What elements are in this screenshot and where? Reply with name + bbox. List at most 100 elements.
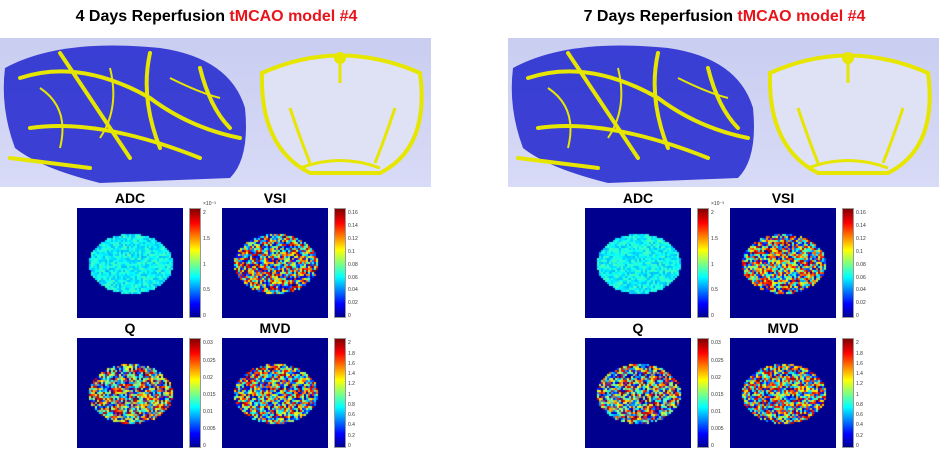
tick-label: 0.8 [348,401,355,408]
adc-colorbar-ticks: 0 0.5 1 1.5 2 ×10⁻³ [203,201,223,319]
tick-label: 0.16 [856,210,866,217]
tick-label: 0.015 [711,391,724,398]
tick-label: 1.8 [348,350,355,357]
tick-label: 1 [711,261,714,268]
vsi-map [730,208,836,318]
vsi-label: VSI [771,190,795,206]
mvd-colorbar [334,338,346,448]
tick-label: 1 [856,391,859,398]
tick-label: 0 [711,313,714,319]
mvd-label: MVD [259,320,291,336]
tick-label: 2 [856,340,859,347]
tick-label: 1.4 [856,371,863,378]
tick-label: 1.6 [856,360,863,367]
exponent-label: ×10⁻³ [203,201,216,207]
tick-label: 0.1 [348,248,355,255]
tick-label: 0 [203,443,206,449]
mvd-map [222,338,328,448]
tick-label: 0.01 [203,408,213,415]
adc-colorbar-ticks: 0 0.5 1 1.5 2 ×10⁻³ [711,201,731,319]
tick-label: 1.4 [348,371,355,378]
q-map [585,338,691,448]
tick-label: 0.03 [203,340,213,347]
tick-label: 0.16 [348,210,358,217]
vsi-colorbar-ticks: 0 0.02 0.04 0.06 0.08 0.1 0.12 0.14 0.16 [348,208,368,319]
vsi-colorbar [334,208,346,318]
tick-label: 1 [203,261,206,268]
mvd-colorbar-ticks: 0 0.2 0.4 0.6 0.8 1 1.2 1.4 1.6 1.8 2 [856,338,876,449]
tick-label: 0.025 [711,357,724,364]
tick-label: 0 [856,443,859,449]
tick-label: 0.02 [203,374,213,381]
tick-label: 0.03 [711,340,721,347]
panel-title: 7 Days Reperfusion tMCAO model #4 [508,8,941,26]
tick-label: 0.8 [856,401,863,408]
tick-label: 1.6 [348,360,355,367]
tick-label: 0.6 [348,412,355,419]
title-model: tMCAO model #4 [229,8,358,25]
tick-label: 1.2 [348,381,355,388]
vascular-3d-render [0,38,431,187]
tick-label: 1.5 [711,236,718,243]
tick-label: 0.015 [203,391,216,398]
adc-label: ADC [114,190,146,206]
tick-label: 0.01 [711,408,721,415]
q-label: Q [124,320,136,336]
mvd-map [730,338,836,448]
tick-label: 1.5 [203,236,210,243]
tick-label: 0.14 [856,223,866,230]
tick-label: 0.4 [856,422,863,429]
tick-label: 0.02 [348,300,358,307]
tick-label: 0.2 [856,432,863,439]
brain-vessel-image [3,45,424,183]
tick-label: 0.12 [348,236,358,243]
q-colorbar [189,338,201,448]
vsi-colorbar [842,208,854,318]
tick-label: 0.02 [856,300,866,307]
panel-title: 4 Days Reperfusion tMCAO model #4 [0,8,433,26]
title-model: tMCAO model #4 [737,8,866,25]
adc-map [77,208,183,318]
vsi-label: VSI [263,190,287,206]
tick-label: 0 [348,313,351,319]
q-colorbar-ticks: 0 0.005 0.01 0.015 0.02 0.025 0.03 [711,338,731,449]
tick-label: 0.5 [711,287,718,294]
tick-label: 2 [711,210,714,217]
tick-label: 2 [348,340,351,347]
title-timepoint: 4 Days Reperfusion [75,8,230,25]
tick-label: 0.025 [203,357,216,364]
tick-label: 0.1 [856,248,863,255]
q-colorbar-ticks: 0 0.005 0.01 0.015 0.02 0.025 0.03 [203,338,223,449]
tick-label: 1.8 [856,350,863,357]
tick-label: 0.6 [856,412,863,419]
adc-map [585,208,691,318]
mvd-label: MVD [767,320,799,336]
tick-label: 1.2 [856,381,863,388]
q-label: Q [632,320,644,336]
tick-label: 0.08 [348,261,358,268]
adc-colorbar [189,208,201,318]
tick-label: 0.5 [203,287,210,294]
tick-label: 0 [711,443,714,449]
tick-label: 0.06 [856,274,866,281]
tick-label: 0.06 [348,274,358,281]
tick-label: 0.4 [348,422,355,429]
tick-label: 0.12 [856,236,866,243]
q-map [77,338,183,448]
tick-label: 0 [856,313,859,319]
tick-label: 0.04 [348,287,358,294]
tick-label: 0.005 [711,425,724,432]
tick-label: 1 [348,391,351,398]
vsi-map [222,208,328,318]
tick-label: 0.2 [348,432,355,439]
tick-label: 0.02 [711,374,721,381]
q-colorbar [697,338,709,448]
tick-label: 0.08 [856,261,866,268]
tick-label: 0 [348,443,351,449]
tick-label: 2 [203,210,206,217]
adc-label: ADC [622,190,654,206]
tick-label: 0.005 [203,425,216,432]
adc-colorbar [697,208,709,318]
tick-label: 0.04 [856,287,866,294]
tick-label: 0 [203,313,206,319]
